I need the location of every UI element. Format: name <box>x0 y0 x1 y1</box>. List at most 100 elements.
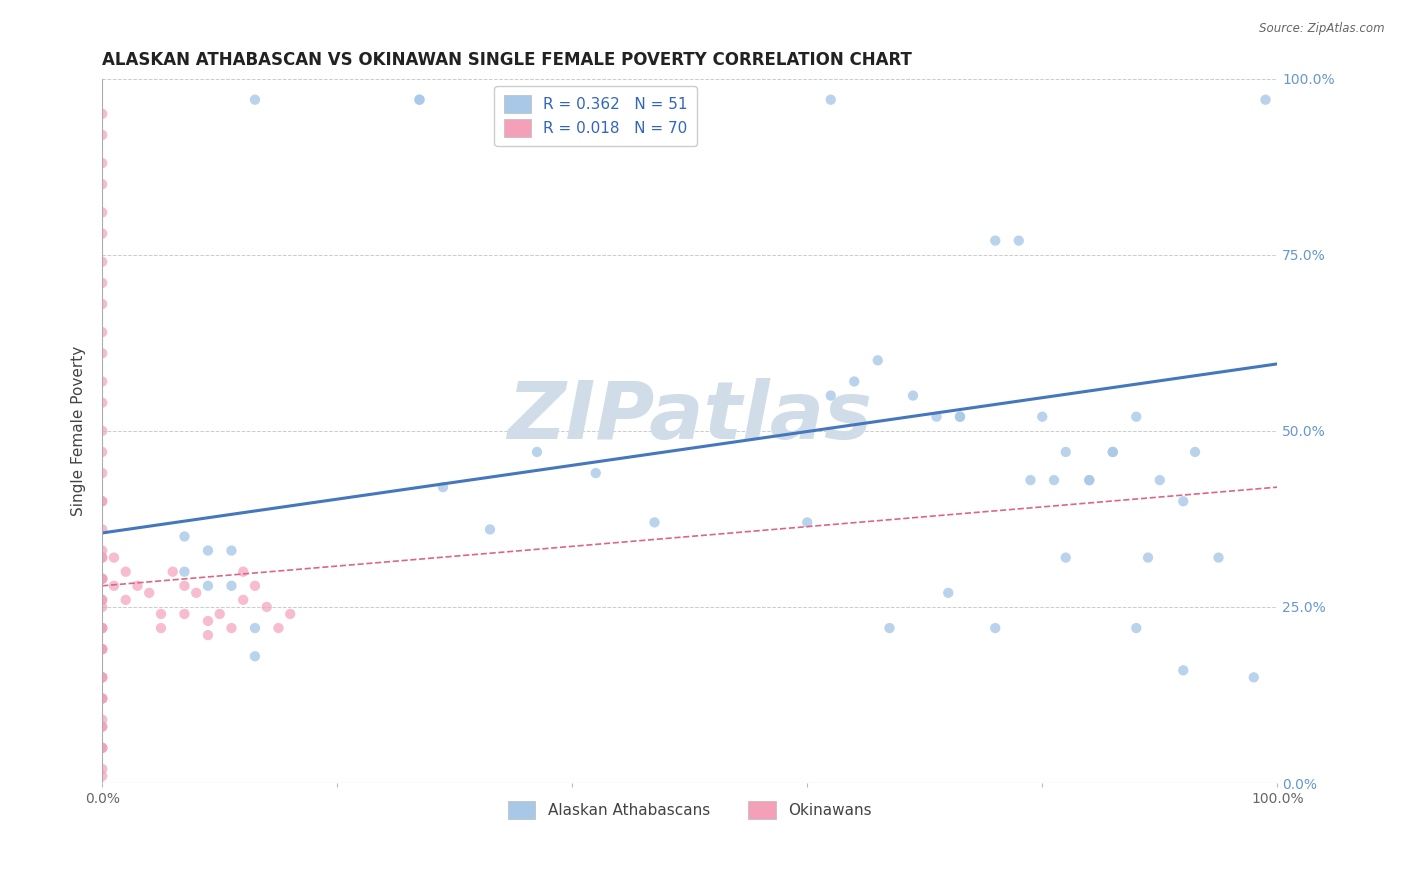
Point <box>91 670 114 684</box>
Point <box>91 346 114 360</box>
Point <box>1125 409 1147 424</box>
Point <box>149 607 172 621</box>
Point <box>208 607 231 621</box>
Point <box>149 621 172 635</box>
Point <box>91 550 114 565</box>
Point <box>91 691 114 706</box>
Point <box>91 670 114 684</box>
Point <box>267 621 290 635</box>
Point <box>1254 93 1277 107</box>
Text: ALASKAN ATHABASCAN VS OKINAWAN SINGLE FEMALE POVERTY CORRELATION CHART: ALASKAN ATHABASCAN VS OKINAWAN SINGLE FE… <box>103 51 912 69</box>
Point <box>91 769 114 783</box>
Point <box>91 424 114 438</box>
Point <box>949 409 972 424</box>
Point <box>91 740 114 755</box>
Point <box>197 628 219 642</box>
Point <box>91 593 114 607</box>
Point <box>1149 473 1171 487</box>
Point <box>1208 550 1230 565</box>
Point <box>91 621 114 635</box>
Point <box>162 565 184 579</box>
Point <box>1173 494 1195 508</box>
Point <box>91 572 114 586</box>
Point <box>408 93 430 107</box>
Point <box>91 494 114 508</box>
Point <box>91 543 114 558</box>
Point <box>173 607 195 621</box>
Point <box>936 586 959 600</box>
Point <box>1101 445 1123 459</box>
Point <box>173 565 195 579</box>
Point <box>221 579 243 593</box>
Point <box>526 445 548 459</box>
Point <box>1243 670 1265 684</box>
Point <box>984 621 1007 635</box>
Point <box>91 550 114 565</box>
Point <box>478 523 501 537</box>
Point <box>866 353 889 368</box>
Point <box>820 93 842 107</box>
Point <box>256 599 278 614</box>
Point <box>91 325 114 339</box>
Point <box>91 572 114 586</box>
Point <box>114 565 136 579</box>
Point <box>91 599 114 614</box>
Point <box>91 593 114 607</box>
Point <box>796 516 818 530</box>
Point <box>91 276 114 290</box>
Point <box>91 642 114 657</box>
Point <box>1008 234 1031 248</box>
Point <box>91 297 114 311</box>
Point <box>1019 473 1042 487</box>
Point <box>197 543 219 558</box>
Point <box>91 740 114 755</box>
Point <box>91 740 114 755</box>
Point <box>820 388 842 402</box>
Point <box>103 550 125 565</box>
Point <box>91 691 114 706</box>
Point <box>91 494 114 508</box>
Point <box>844 375 866 389</box>
Point <box>114 593 136 607</box>
Point <box>232 593 254 607</box>
Point <box>91 107 114 121</box>
Point <box>1137 550 1160 565</box>
Point <box>679 93 702 107</box>
Point <box>91 227 114 241</box>
Point <box>1078 473 1101 487</box>
Point <box>91 642 114 657</box>
Point <box>901 388 924 402</box>
Point <box>221 621 243 635</box>
Text: ZIPatlas: ZIPatlas <box>508 377 872 456</box>
Point <box>91 466 114 480</box>
Point <box>408 93 430 107</box>
Point <box>197 579 219 593</box>
Point <box>1054 445 1077 459</box>
Point <box>91 691 114 706</box>
Point <box>432 480 454 494</box>
Point <box>91 375 114 389</box>
Y-axis label: Single Female Poverty: Single Female Poverty <box>72 346 86 516</box>
Point <box>103 579 125 593</box>
Point <box>984 234 1007 248</box>
Point <box>91 254 114 268</box>
Point <box>1184 445 1206 459</box>
Point <box>879 621 901 635</box>
Point <box>91 762 114 776</box>
Point <box>1054 550 1077 565</box>
Point <box>91 128 114 142</box>
Point <box>243 649 266 664</box>
Point <box>91 178 114 192</box>
Point <box>925 409 948 424</box>
Point <box>1125 621 1147 635</box>
Point <box>1173 663 1195 677</box>
Point <box>91 670 114 684</box>
Point <box>91 713 114 727</box>
Point <box>91 445 114 459</box>
Point <box>127 579 149 593</box>
Point <box>1078 473 1101 487</box>
Point <box>91 642 114 657</box>
Point <box>232 565 254 579</box>
Point <box>585 466 607 480</box>
Point <box>173 579 195 593</box>
